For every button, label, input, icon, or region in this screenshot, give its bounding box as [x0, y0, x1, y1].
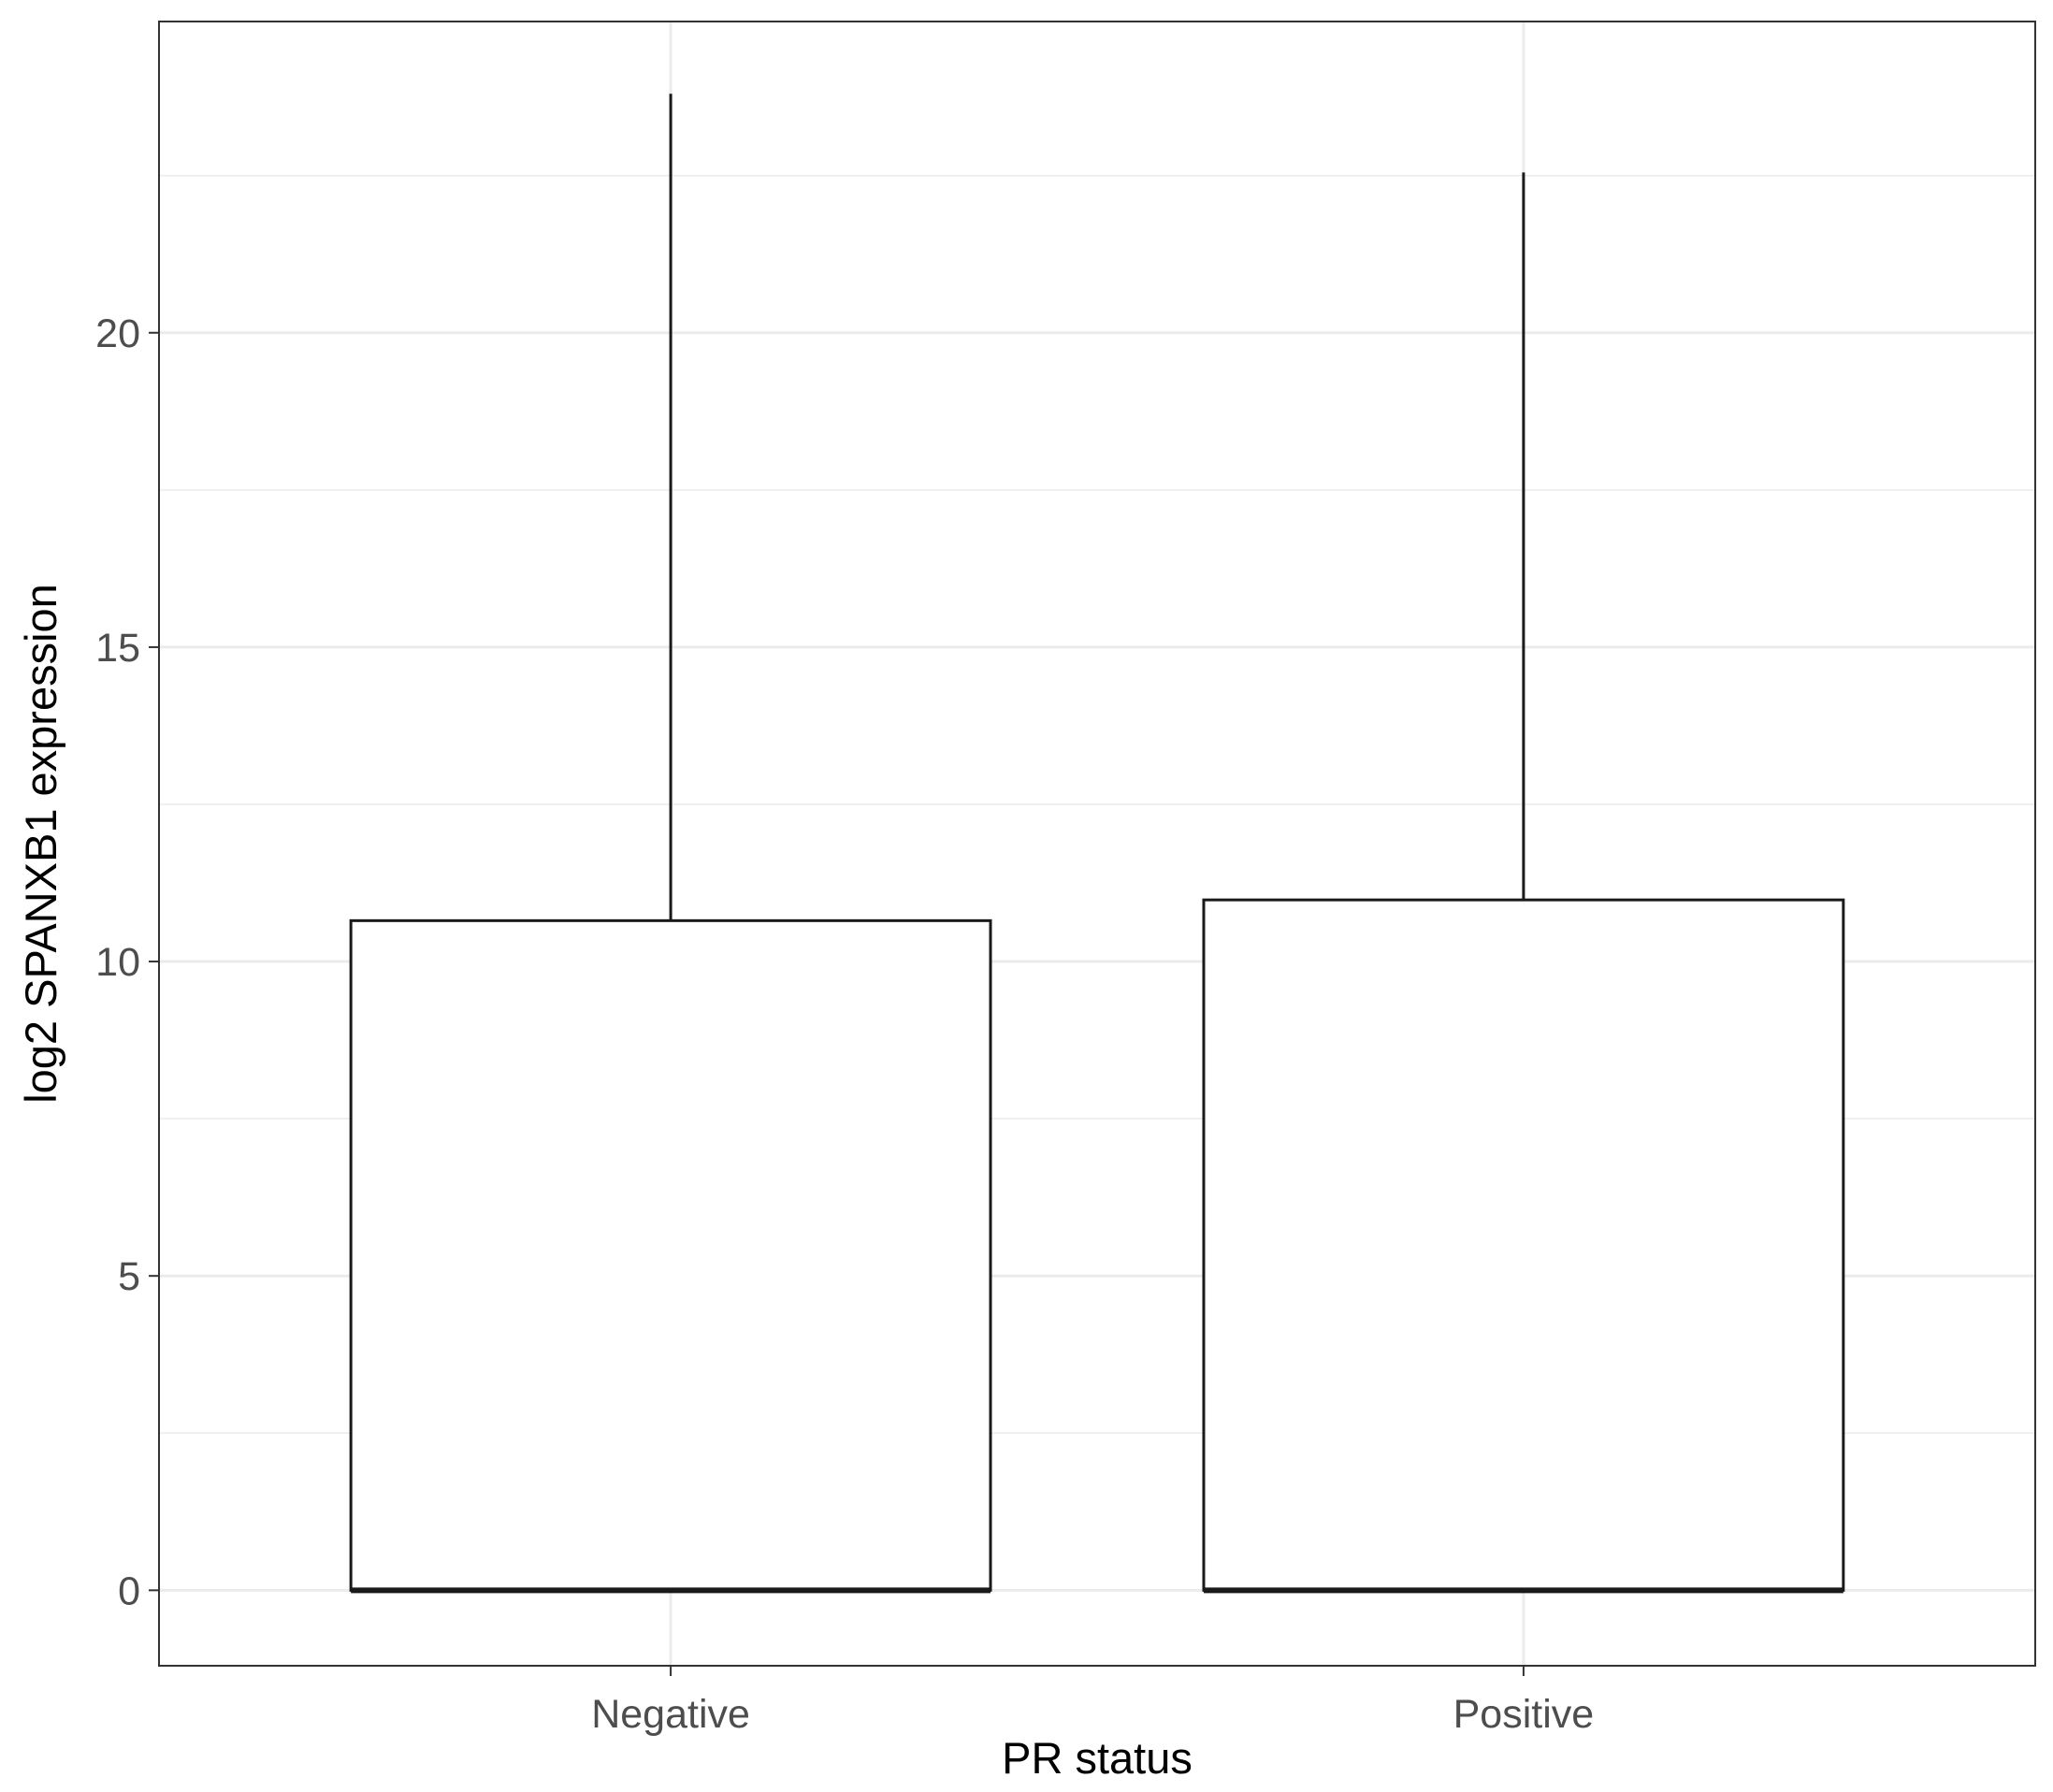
x-axis-title: PR status: [1002, 1733, 1193, 1783]
y-axis-ticks: 0 5 10 15 20: [95, 311, 159, 1613]
boxes-layer: [349, 94, 1845, 1594]
y-axis-title: log2 SPANXB1 expression: [16, 584, 65, 1104]
box: [349, 918, 992, 1592]
y-tick-label: 20: [95, 311, 140, 356]
x-tick-label: Negative: [591, 1692, 750, 1737]
panel-border: [158, 21, 2036, 1667]
x-axis-ticks: Negative Positive: [591, 1666, 1594, 1737]
y-tick-label: 0: [118, 1568, 140, 1613]
box: [1202, 898, 1845, 1592]
x-tick-label: Positive: [1453, 1692, 1595, 1737]
y-tick-label: 15: [95, 626, 140, 671]
y-tick-label: 5: [118, 1254, 140, 1299]
y-tick-label: 10: [95, 940, 140, 985]
